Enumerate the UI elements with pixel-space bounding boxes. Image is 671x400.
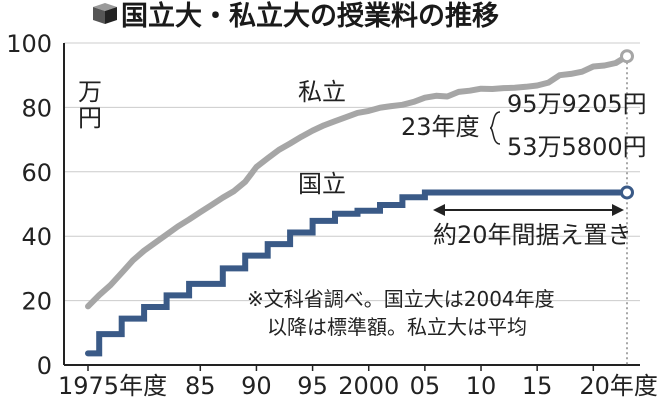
y-axis-ticks: 0 20 40 60 80 100	[6, 30, 52, 380]
private-end-marker	[620, 49, 634, 64]
y-unit-2: 円	[78, 104, 102, 132]
y-tick-label: 60	[21, 159, 52, 187]
x-tick-label: 05	[410, 372, 441, 400]
x-tick-label: 85	[185, 372, 216, 400]
x-tick-label: 1975年度	[58, 372, 167, 400]
national-end-marker	[620, 185, 634, 200]
freeze-double-arrow	[433, 204, 624, 216]
x-tick-label: 15	[522, 372, 553, 400]
source-note-line2: 以降は標準額。私立大は平均	[267, 315, 527, 339]
national-value-label: 53万5800円	[507, 133, 647, 161]
y-tick-label: 0	[37, 352, 52, 380]
series-label-private: 私立	[298, 78, 346, 106]
private-value-label: 95万9205円	[507, 90, 647, 118]
x-tick-label: 2000	[338, 372, 399, 400]
y-unit-1: 万	[78, 78, 102, 106]
series-national-line	[85, 189, 630, 357]
x-tick-label: 90	[241, 372, 272, 400]
source-note-line1: ※文科省調べ。国立大は2004年度	[247, 287, 555, 311]
x-tick-label: 95	[297, 372, 328, 400]
y-tick-label: 80	[21, 94, 52, 122]
x-tick-label: 20年度	[579, 372, 658, 400]
x-tick-label: 10	[466, 372, 497, 400]
x-axis-ticks: 1975年度 85 90 95 2000 05 10 15 20年度	[58, 365, 658, 400]
value-brace	[489, 111, 501, 145]
series-label-national: 国立	[298, 170, 346, 198]
y-tick-label: 100	[6, 30, 52, 58]
y-tick-label: 40	[21, 223, 52, 251]
year-label: 23年度	[401, 113, 480, 141]
series-private-line	[85, 53, 630, 310]
cube-icon	[93, 3, 117, 24]
freeze-label: 約20年間据え置き	[433, 221, 632, 249]
chart-title: 国立大・私立大の授業料の推移	[121, 0, 499, 32]
y-tick-label: 20	[21, 288, 52, 316]
